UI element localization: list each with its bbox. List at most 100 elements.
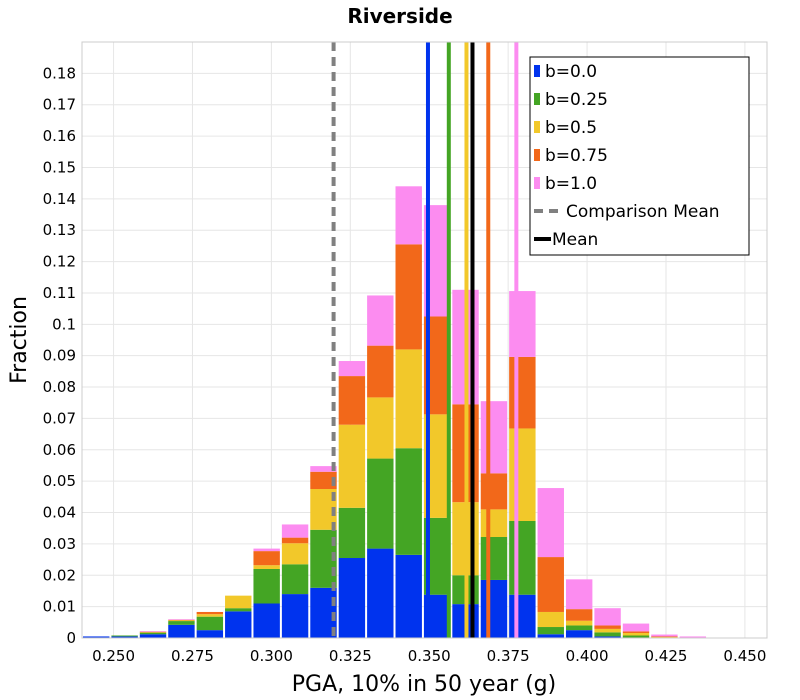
y-tick-label: 0.1: [52, 315, 76, 333]
bar-segment-b-0-0: [480, 579, 508, 638]
bar-segment-b-0-0: [196, 630, 224, 638]
bar-segment-b-0-75: [196, 611, 224, 615]
mean-lines: [331, 42, 519, 638]
x-tick-label: 0.450: [723, 647, 766, 665]
bar-segment-b-0-25: [622, 635, 650, 638]
x-tick-label: 0.325: [329, 647, 372, 665]
bar-segment-b-1-0: [651, 634, 678, 637]
bar-segment-b-1-0: [622, 623, 650, 632]
bar-segment-b-0-5: [565, 620, 593, 626]
bar-segment-b-0-75: [281, 537, 309, 544]
x-tick-label: 0.425: [645, 647, 688, 665]
x-tick-label: 0.300: [250, 647, 293, 665]
legend-box: [529, 56, 750, 256]
legend-label: b=0.0: [545, 62, 597, 82]
legend-label: b=0.25: [545, 90, 608, 110]
y-tick-label: 0.15: [43, 158, 76, 176]
bar-segment-b-0-25: [253, 568, 280, 604]
legend-swatch: [534, 93, 540, 105]
bar-segment-b-0-25: [480, 536, 508, 580]
bar-segment-b-0-5: [594, 628, 621, 633]
y-axis-label: Fraction: [7, 296, 32, 384]
bar-segment-b-0-5: [196, 614, 224, 617]
bar-segment-b-0-0: [565, 630, 593, 638]
bar-segment-b-0-75: [565, 609, 593, 621]
x-tick-label: 0.250: [92, 647, 135, 665]
y-tick-label: 0.09: [43, 347, 76, 365]
y-tick-label: 0.14: [43, 190, 76, 208]
plot-frame: [81, 41, 768, 639]
bar-segment-b-0-5: [225, 595, 252, 609]
bar-segment-b-0-75: [594, 625, 621, 629]
legend-swatch: [534, 177, 540, 189]
bar-segment-b-0-5: [168, 620, 195, 622]
bar-segment-b-0-75: [395, 244, 422, 350]
bar-segment-b-0-0: [338, 558, 366, 638]
bar-segment-b-0-5: [139, 632, 167, 633]
y-tick-label: 0: [66, 629, 76, 647]
bar-segment-b-1-0: [480, 401, 508, 474]
bar-segment-b-0-0: [168, 624, 195, 638]
bar-segment-b-0-5: [509, 428, 536, 521]
bar-segment-b-0-5: [253, 565, 280, 569]
bar-segment-b-0-25: [281, 564, 309, 595]
bar-segment-b-0-5: [395, 349, 422, 449]
bar-segment-b-0-0: [367, 548, 394, 638]
x-tick-label: 0.400: [566, 647, 609, 665]
legend-swatch: [534, 65, 540, 77]
y-tick-label: 0.11: [43, 284, 76, 302]
bar-segment-b-0-0: [111, 636, 138, 638]
y-tick-label: 0.06: [43, 441, 76, 459]
bar-segment-b-0-25: [139, 632, 167, 635]
bar-segment-b-0-75: [509, 356, 536, 429]
y-tick-label: 0.17: [43, 96, 76, 114]
bar-segment-b-0-25: [111, 635, 138, 637]
x-tick-label: 0.275: [171, 647, 214, 665]
bar-segment-b-0-25: [225, 608, 252, 612]
bar-segment-b-0-0: [395, 554, 422, 638]
bar-segment-b-0-25: [509, 520, 536, 595]
bar-segment-b-0-75: [139, 631, 167, 633]
bar-segment-b-1-0: [281, 524, 309, 538]
bar-segment-b-0-0: [509, 594, 536, 638]
legend-label: b=0.75: [545, 146, 608, 166]
legend-label: Mean: [552, 230, 598, 250]
y-tick-label: 0.18: [43, 64, 76, 82]
bar-segment-b-0-25: [594, 632, 621, 637]
bar-segment-b-0-75: [367, 345, 394, 398]
bar-segment-b-0-0: [537, 634, 564, 638]
bar-segment-b-1-0: [253, 548, 280, 552]
bar-segment-b-0-5: [367, 397, 394, 459]
bar-segment-b-0-75: [651, 636, 678, 638]
bar-segment-b-0-75: [253, 551, 280, 566]
legend: b=0.0 b=0.25 b=0.5 b=0.75 b=1.0 Comparison Me…: [529, 56, 750, 256]
bar-segment-b-1-0: [537, 488, 564, 558]
y-tick-label: 0.02: [43, 566, 76, 584]
bar-segment-b-0-75: [310, 471, 337, 489]
legend-label: b=0.5: [545, 118, 597, 138]
y-tick-label: 0.03: [43, 535, 76, 553]
bar-segment-b-0-75: [622, 631, 650, 633]
bar-segment-b-0-25: [367, 458, 394, 549]
bar-segment-b-0-75: [168, 619, 195, 621]
x-tick-label: 0.375: [487, 647, 530, 665]
bar-segment-b-0-0: [83, 636, 110, 638]
bar-segment-b-0-25: [395, 448, 422, 555]
bar-segment-b-1-0: [594, 608, 621, 626]
bar-segment-b-1-0: [679, 636, 707, 638]
y-tick-label: 0.07: [43, 409, 76, 427]
bar-segment-b-0-25: [168, 621, 195, 625]
bar-segment-b-0-0: [253, 603, 280, 638]
y-tick-label: 0.04: [43, 504, 76, 522]
legend-swatch: [534, 149, 540, 161]
bar-segment-b-1-0: [395, 186, 422, 245]
bar-segment-b-1-0: [509, 291, 536, 357]
bar-segment-b-0-25: [565, 625, 593, 631]
x-axis-ticks: 0.250 0.275 0.300 0.325 0.350 0.375 0.400 0.425…: [92, 647, 766, 665]
bar-segment-b-0-5: [480, 509, 508, 537]
bar-segment-b-0-0: [594, 636, 621, 638]
chart-title: Riverside: [347, 4, 452, 28]
bar-segment-b-0-5: [281, 543, 309, 565]
